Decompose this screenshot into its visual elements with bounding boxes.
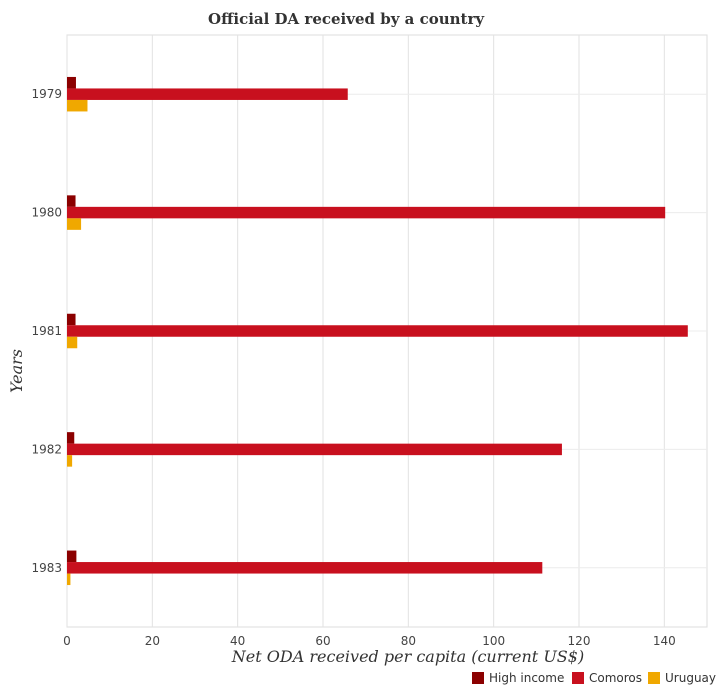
x-tick-labels: 0 20 40 60 80 100 120 140 bbox=[63, 634, 676, 648]
bar-high-income-1981 bbox=[67, 314, 76, 326]
bar-comoros-1982 bbox=[67, 444, 562, 456]
x-tick-label: 0 bbox=[63, 634, 71, 648]
bar-uruguay-1982 bbox=[67, 455, 72, 467]
bar-high-income-1983 bbox=[67, 551, 76, 563]
bar-uruguay-1981 bbox=[67, 337, 77, 349]
legend-swatch bbox=[648, 672, 660, 684]
plot-area: 0 20 40 60 80 100 120 140 1979 1980 1981 1982 1983 bbox=[31, 35, 707, 648]
y-tick-label: 1983 bbox=[31, 561, 62, 575]
bar-comoros-1979 bbox=[67, 88, 348, 100]
bar-comoros-1980 bbox=[67, 207, 665, 219]
x-tick-label: 60 bbox=[315, 634, 330, 648]
bar-high-income-1980 bbox=[67, 195, 76, 207]
chart-title: Official DA received by a country bbox=[208, 10, 485, 28]
y-axis-title: Years bbox=[7, 349, 26, 393]
x-tick-label: 40 bbox=[230, 634, 245, 648]
x-tick-label: 140 bbox=[653, 634, 676, 648]
y-tick-label: 1982 bbox=[31, 442, 62, 456]
legend-swatch bbox=[572, 672, 584, 684]
x-tick-label: 120 bbox=[568, 634, 591, 648]
bar-uruguay-1979 bbox=[67, 100, 87, 112]
bar-uruguay-1983 bbox=[67, 574, 70, 586]
legend-label: High income bbox=[489, 671, 564, 685]
x-tick-label: 80 bbox=[401, 634, 416, 648]
bar-high-income-1979 bbox=[67, 77, 76, 89]
legend-label: Uruguay bbox=[665, 671, 716, 685]
bar-comoros-1983 bbox=[67, 562, 542, 574]
y-tick-label: 1979 bbox=[31, 87, 62, 101]
y-tick-label: 1981 bbox=[31, 324, 62, 338]
legend-swatch bbox=[472, 672, 484, 684]
x-tick-label: 20 bbox=[145, 634, 160, 648]
y-tick-labels: 1979 1980 1981 1982 1983 bbox=[31, 87, 62, 575]
x-tick-label: 100 bbox=[482, 634, 505, 648]
x-axis-title: Net ODA received per capita (current US$… bbox=[231, 647, 584, 666]
y-tick-label: 1980 bbox=[31, 206, 62, 220]
legend: High income Comoros Uruguay bbox=[472, 671, 716, 685]
bar-comoros-1981 bbox=[67, 325, 688, 337]
bar-uruguay-1980 bbox=[67, 218, 81, 230]
legend-label: Comoros bbox=[589, 671, 642, 685]
bar-high-income-1982 bbox=[67, 432, 74, 444]
